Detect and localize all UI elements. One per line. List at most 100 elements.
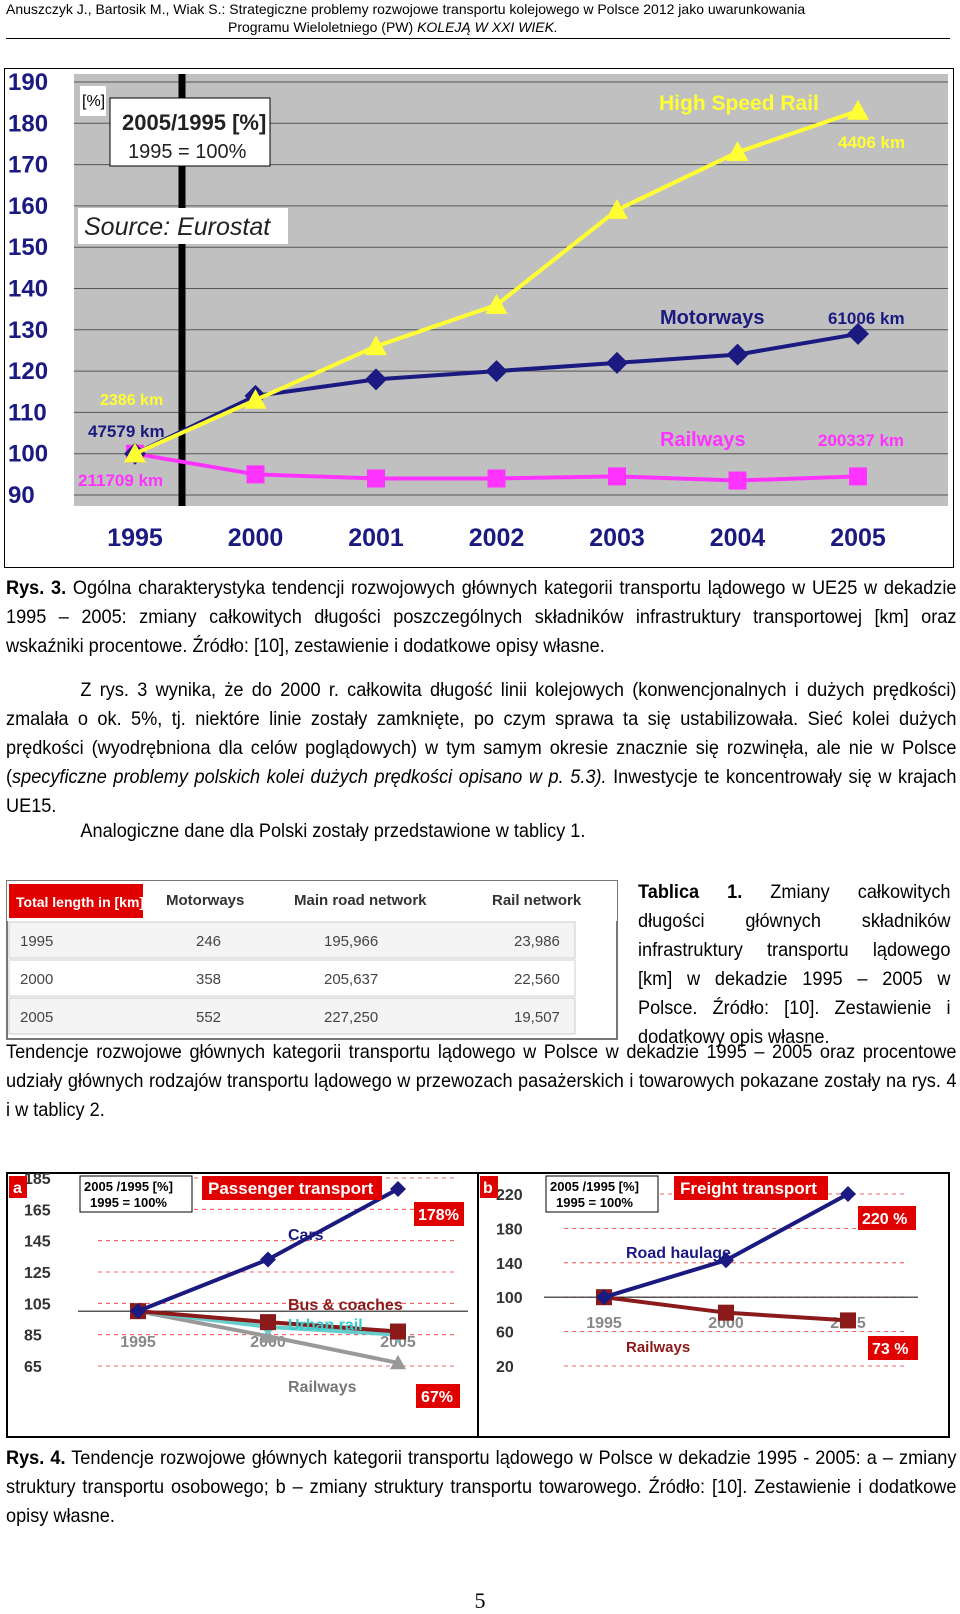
f4a-point-cars-1995 [130,1303,146,1320]
panel-b-rail-pct: 73 % [872,1341,908,1358]
figure-3-caption: Rys. 3. Ogólna charakterystyka tendencji… [6,574,956,661]
f4b-point-road-haulage-2005 [840,1186,856,1202]
panel-b-box-line1: 2005 /1995 [%] [550,1179,639,1194]
panel-a-base-box [79,1175,193,1213]
panel-a-rail-pct: 67% [421,1389,453,1406]
point-motorways-2005 [847,322,869,345]
table-cell-1-2: 205,637 [324,971,378,988]
paragraph-3: Tendencje rozwojowe głównych kategorii t… [6,1041,957,1121]
figure-4-charts: 6585105125145165185199520002005 20601001… [6,1172,950,1438]
railways-start-length: 211709 km [78,471,163,490]
panel-a-title: Passenger transport [208,1179,374,1198]
paragraph-2: Analogiczne dane dla Polski zostały prze… [80,820,586,842]
paragraph-1-text: Z rys. 3 wynika, że do 2000 r. całkowita… [6,679,957,788]
f4b-y-tick-60: 60 [496,1325,514,1342]
point-railways-2003 [608,467,626,486]
panel-a-cars-pct-box [414,1202,464,1226]
f4b-y-tick-100: 100 [496,1290,523,1307]
header-title-2b: KOLEJĄ W XXI WIEK. [417,19,558,35]
source-label: Source: Eurostat [84,213,271,241]
figure-4-caption-text: Tendencje rozwojowe głównych kategorii t… [6,1447,957,1527]
figure-3-caption-label: Rys. 3. [6,577,67,599]
table-header-0: Total length in [km] [16,894,144,910]
header-title-2a: Programu Wieloletniego (PW) [228,19,414,35]
f4a-point-bus-coaches-2005 [390,1323,406,1340]
motorways-start-length: 47579 km [88,422,165,441]
point-high-speed-rail-2000 [244,389,267,409]
f4a-point-cars-2005 [390,1180,406,1197]
paragraph-1-end: Inwestycje te koncentrowały się w krajac… [6,766,957,817]
f4b-y-tick-180: 180 [496,1221,523,1238]
x-tick-2001: 2001 [348,524,404,552]
hsr-length: 4406 km [838,133,905,152]
y-tick-90: 90 [8,482,35,509]
f4a-y-tick-165: 165 [24,1202,51,1219]
f4a-y-tick-125: 125 [24,1265,51,1282]
unit-label: [%] [82,93,105,110]
x-tick-2004: 2004 [710,524,766,552]
hsr-start-length: 2386 km [100,392,163,409]
panel-b-rail-pct-box [868,1336,918,1360]
railways-label: Railways [660,429,746,451]
table-1-caption: Tablica 1. Zmiany całkowitych długości g… [638,878,950,1052]
table-cell-1-3: 22,560 [514,971,560,988]
table-row-bg-2 [8,997,576,1035]
panel-b-box-line2: 1995 = 100% [556,1195,633,1210]
f4a-y-tick-85: 85 [24,1328,42,1345]
table-1: Total length in [km] Motorways Main road… [6,880,618,1040]
panel-b-road-pct-box [858,1206,916,1230]
table-1-caption-text: Zmiany całkowitych długości głównych skł… [638,881,951,1048]
figure-4-caption: Rys. 4. Tendencje rozwojowe głównych kat… [6,1444,956,1531]
railways-length: 200337 km [818,431,904,450]
header-rule [6,38,950,39]
header-authors: Anuszczyk J., Bartosik M., Wiak S.: [6,1,226,17]
y-tick-150: 150 [8,234,48,261]
table-header-2: Main road network [294,892,427,909]
point-motorways-2002 [485,360,508,383]
f4b-point-railways-2005 [840,1312,856,1329]
panel-a-box-line2: 1995 = 100% [90,1195,167,1210]
panel-b-road-label: Road haulage [626,1245,731,1262]
f4b-y-tick-220: 220 [496,1187,523,1204]
x-tick-1995: 1995 [107,524,163,552]
f4b-y-tick-20: 20 [496,1359,514,1376]
y-tick-100: 100 [8,441,48,468]
point-railways-2002 [487,469,506,488]
paragraph-1-italic: specyficzne problemy polskich kolei duży… [12,766,607,788]
hsr-label: High Speed Rail [659,92,819,115]
panel-a-railways-label: Railways [288,1379,357,1396]
table-cell-0-1: 246 [196,933,221,950]
panel-b-letter: b [483,1180,493,1197]
page-number: 5 [474,1588,486,1613]
x-tick-2000: 2000 [228,524,284,552]
table-header-3: Rail network [492,892,582,909]
y-tick-170: 170 [8,152,48,179]
f4a-point-railways-2005 [390,1354,406,1370]
x-tick-2005: 2005 [830,524,886,552]
panel-a-cars-pct: 178% [418,1207,459,1224]
base-box-line1: 2005/1995 [%] [122,110,266,135]
panel-a-bus-label: Bus & coaches [288,1297,403,1314]
table-cell-1-0: 2000 [20,971,53,988]
panel-b-railways-label: Railways [626,1339,690,1356]
paragraph-1: Z rys. 3 wynika, że do 2000 r. całkowita… [6,676,956,821]
point-high-speed-rail-2003 [606,199,628,219]
point-railways-2005 [849,467,867,486]
table-header-1: Motorways [166,892,244,909]
table-cell-0-2: 195,966 [324,933,378,950]
table-cell-2-2: 227,250 [324,1009,378,1026]
f4a-y-tick-105: 105 [24,1296,51,1313]
point-high-speed-rail-2001 [365,335,387,356]
f4b-point-road-haulage-2000 [718,1252,734,1269]
table-cell-2-0: 2005 [20,1009,53,1026]
figure-3-chart: 90 100 110 120 130 140 150 160 170 180 190 1995 200… [4,68,954,568]
y-tick-190: 190 [8,69,48,96]
y-tick-180: 180 [8,110,48,137]
motorways-length: 61006 km [828,309,905,328]
source-box [78,208,288,244]
y-tick-110: 110 [8,399,47,426]
table-row-bg-1 [8,959,576,997]
point-railways-2004 [728,471,747,490]
table-1-caption-label: Tablica 1. [638,881,743,903]
table-cell-1-1: 358 [196,971,221,988]
